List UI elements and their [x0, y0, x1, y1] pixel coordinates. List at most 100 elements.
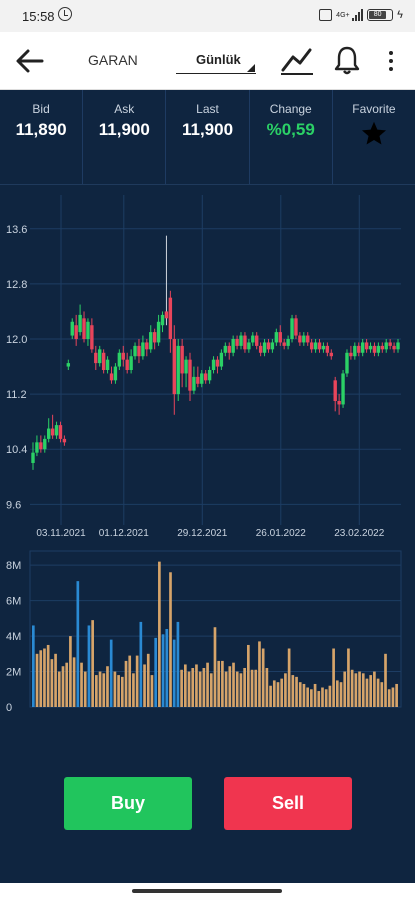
candle-body [274, 332, 279, 343]
volume-bar [54, 653, 57, 707]
volume-bar [395, 683, 398, 707]
volume-bar [369, 675, 373, 707]
app-bar: GARAN Günlük [0, 32, 415, 90]
y-tick-label: 12.8 [6, 279, 27, 291]
candle-body [255, 335, 259, 346]
candle [145, 339, 149, 357]
volume-bar [80, 662, 83, 707]
candle [266, 339, 271, 353]
candle [141, 335, 145, 360]
candle [54, 421, 59, 439]
candle [270, 339, 275, 353]
network-type-label: 4G+ [336, 11, 350, 19]
period-selector[interactable]: Günlük [176, 48, 256, 74]
candle-body [243, 335, 247, 350]
candle [376, 342, 381, 357]
candle [262, 339, 267, 357]
volume-bar [376, 678, 380, 707]
candle [251, 332, 255, 346]
candle [364, 339, 369, 353]
candle-body [388, 342, 392, 346]
back-arrow-icon[interactable] [14, 48, 44, 74]
volume-bar-chart[interactable]: 8M 6M 4M 2M 0 [0, 545, 415, 715]
candle [255, 332, 259, 350]
volume-bar [306, 687, 309, 707]
candle-body [317, 342, 322, 350]
volume-bar [95, 675, 98, 707]
candle-body [294, 318, 298, 336]
volume-bar [187, 671, 191, 707]
volume-y-axis: 8M 6M 4M 2M 0 [6, 560, 21, 714]
candle-body [133, 345, 137, 357]
volume-bar [61, 666, 65, 707]
favorite-label: Favorite [352, 102, 396, 116]
candle-body [35, 442, 39, 453]
y-tick-label: 9.6 [6, 499, 21, 511]
dropdown-caret-icon [247, 64, 255, 72]
candle [66, 359, 71, 370]
volume-bar [146, 653, 150, 707]
candle-body [70, 321, 74, 336]
alarm-icon [58, 7, 72, 21]
candle [203, 370, 208, 384]
candle-body [215, 359, 220, 367]
candle-body [266, 342, 271, 350]
plot-area [30, 195, 401, 525]
candle-body [239, 335, 243, 346]
candle-body [141, 342, 145, 357]
y-tick-label: 8M [6, 560, 21, 572]
volume-bar [143, 664, 146, 707]
star-icon[interactable] [360, 120, 388, 148]
candle-body [172, 339, 176, 395]
volume-bar [98, 671, 102, 707]
sell-button[interactable]: Sell [224, 777, 352, 830]
candle-body [313, 342, 318, 350]
candle-body [270, 342, 275, 350]
volume-bar [232, 662, 235, 707]
candle-body [176, 345, 180, 395]
home-gesture-handle[interactable] [132, 889, 282, 893]
candle-body [302, 335, 306, 343]
candle [360, 339, 365, 357]
more-options-icon[interactable] [384, 50, 398, 72]
volume-bar [265, 668, 269, 707]
volume-bar [158, 561, 161, 707]
volume-bar [206, 662, 209, 707]
y-tick-label: 0 [6, 702, 12, 714]
candle-body [203, 373, 208, 381]
candle [294, 314, 298, 339]
candle-body [396, 342, 400, 350]
candle-body [86, 321, 90, 339]
volume-bar [202, 668, 206, 707]
bell-icon[interactable] [334, 45, 360, 75]
candle [168, 290, 173, 353]
candle [117, 349, 122, 370]
candle [274, 328, 279, 346]
candle [223, 342, 228, 357]
candle-body [54, 425, 59, 436]
candle-body [258, 345, 263, 353]
quote-change-value: %0,59 [266, 120, 315, 139]
volume-bar [358, 671, 361, 707]
candle [372, 342, 377, 357]
price-candlestick-chart[interactable]: 13.6 12.8 12.0 11.2 10.4 9.6 03.11.2021 01.12.… [0, 190, 415, 545]
candle [243, 332, 247, 353]
line-chart-icon[interactable] [280, 44, 314, 76]
candle [392, 342, 396, 353]
price-grid [30, 195, 401, 525]
quote-last: Last 11,900 [166, 90, 250, 184]
candle [184, 356, 188, 388]
volume-bar [280, 678, 284, 707]
candle [380, 342, 385, 353]
candle [258, 342, 263, 357]
candle [62, 435, 67, 446]
volume-bar [254, 669, 258, 707]
candle-body [231, 339, 235, 353]
volume-bar [258, 641, 261, 707]
candle-body [31, 452, 35, 463]
candle [101, 349, 106, 374]
candle-body [282, 342, 286, 346]
volume-bar [165, 629, 169, 707]
buy-button[interactable]: Buy [64, 777, 192, 830]
status-bar: 15:58 4G+ 80 ϟ [0, 0, 415, 32]
